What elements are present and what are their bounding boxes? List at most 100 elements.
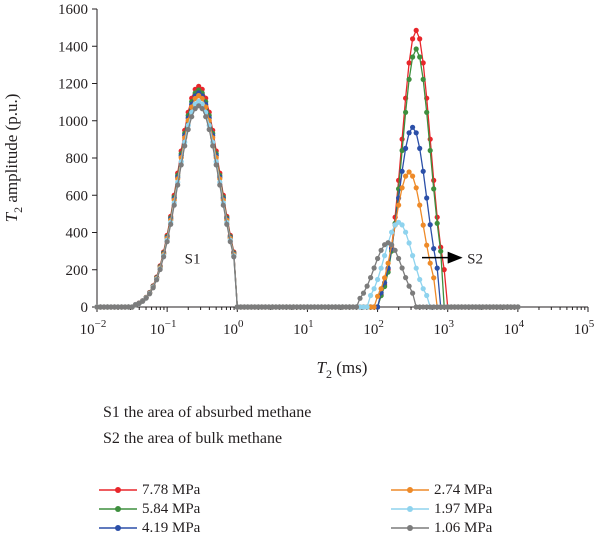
- data-point: [389, 229, 395, 235]
- legend-label: 1.06 MPa: [434, 520, 493, 536]
- data-point: [413, 130, 419, 136]
- data-point: [417, 145, 423, 151]
- y-tick-label: 1000: [58, 114, 88, 130]
- data-point: [410, 290, 416, 296]
- data-point: [262, 304, 268, 310]
- data-point: [431, 275, 437, 281]
- data-point: [231, 254, 237, 260]
- legend-swatch: [391, 525, 429, 531]
- data-point: [399, 222, 405, 228]
- y-tick-label: 800: [66, 151, 89, 167]
- legend-swatch: [391, 506, 429, 512]
- data-point: [462, 304, 468, 310]
- data-point: [420, 76, 426, 82]
- note-s1: S1 the area of absurbed methane: [103, 404, 312, 421]
- x-tick-label: 101: [293, 318, 314, 338]
- x-tick-label: 105: [574, 318, 595, 338]
- note-s2: S2 the area of bulk methane: [103, 430, 283, 447]
- legend-swatch: [99, 487, 137, 493]
- legend-swatch: [99, 525, 137, 531]
- data-point: [420, 286, 426, 292]
- data-point: [399, 168, 405, 174]
- data-point: [403, 229, 409, 235]
- data-point: [206, 126, 212, 133]
- data-point: [417, 276, 423, 283]
- data-point: [175, 182, 181, 188]
- data-point: [368, 275, 374, 281]
- x-axis-title: T2 (ms): [317, 358, 368, 380]
- y-tick-label: 600: [66, 188, 89, 204]
- series-line: [97, 94, 518, 308]
- data-point: [413, 265, 419, 271]
- data-point: [434, 220, 440, 226]
- legend-label: 5.84 MPa: [142, 501, 201, 517]
- data-point: [213, 162, 219, 168]
- y-tick-label: 1400: [58, 39, 88, 55]
- legend-label: 2.74 MPa: [434, 482, 493, 498]
- series-layer: [94, 27, 521, 310]
- data-point: [196, 83, 202, 89]
- data-point: [182, 143, 188, 149]
- data-point: [382, 253, 388, 259]
- y-tick-label: 1200: [58, 77, 88, 93]
- data-point: [378, 247, 384, 253]
- data-point: [417, 202, 423, 208]
- data-point: [403, 173, 409, 179]
- data-point: [196, 98, 202, 104]
- y-tick-label: 1600: [58, 2, 88, 18]
- data-point: [154, 277, 160, 283]
- data-point: [413, 27, 419, 33]
- legend-label: 1.97 MPa: [434, 501, 493, 517]
- data-point: [511, 304, 517, 310]
- legend-swatch: [99, 506, 137, 512]
- axes: 0 200 400 600 800 1000 1200 1400 1600 10−2 10−1 100…: [2, 2, 595, 380]
- legend-label: 4.19 MPa: [142, 520, 201, 536]
- data-point: [161, 254, 167, 260]
- data-point: [360, 304, 367, 310]
- data-point: [389, 242, 395, 248]
- data-point: [392, 247, 398, 253]
- data-point: [406, 60, 412, 66]
- series-4: [94, 93, 521, 310]
- data-point: [196, 103, 202, 109]
- data-point: [424, 242, 430, 248]
- data-point: [406, 130, 412, 136]
- data-point: [357, 295, 363, 301]
- data-point: [403, 109, 409, 115]
- data-point: [427, 147, 433, 154]
- data-point: [203, 114, 209, 120]
- annotation-s2: S2: [467, 252, 483, 268]
- data-point: [311, 304, 317, 310]
- data-point: [192, 95, 198, 102]
- data-point: [431, 246, 437, 252]
- x-tick-label: 104: [504, 318, 525, 338]
- data-point: [220, 202, 226, 208]
- data-point: [364, 283, 370, 289]
- data-point: [375, 276, 381, 283]
- legend-swatch: [391, 487, 429, 493]
- data-point: [115, 304, 121, 310]
- data-point: [353, 304, 360, 310]
- data-point: [413, 185, 419, 191]
- x-tick-label: 103: [433, 318, 454, 338]
- annotation-s1: S1: [185, 252, 201, 268]
- data-point: [382, 275, 388, 281]
- data-point: [438, 248, 444, 254]
- data-point: [420, 222, 426, 228]
- data-point: [375, 293, 381, 299]
- data-point: [406, 169, 412, 175]
- data-point: [371, 286, 377, 292]
- y-axis-title: T2 amplitude (p.u.): [2, 94, 25, 223]
- data-point: [406, 240, 412, 246]
- series-line: [97, 100, 518, 308]
- data-point: [192, 106, 198, 112]
- series-line: [97, 104, 518, 308]
- y-tick-label: 0: [81, 300, 89, 316]
- data-point: [157, 266, 163, 273]
- data-point: [164, 239, 170, 245]
- data-point: [431, 186, 437, 192]
- x-tick-label: 10−1: [150, 318, 177, 338]
- data-point: [371, 304, 377, 310]
- data-point: [143, 295, 149, 301]
- data-point: [410, 253, 416, 259]
